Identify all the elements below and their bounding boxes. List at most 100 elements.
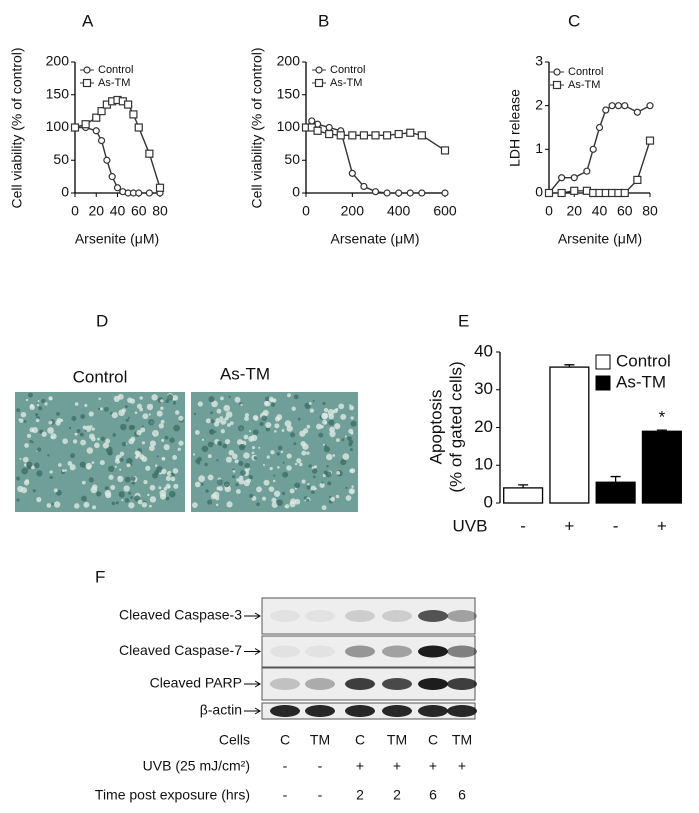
cell (194, 430, 200, 435)
cell (323, 407, 329, 413)
cell (158, 486, 162, 490)
cell (223, 404, 231, 412)
cell (158, 423, 164, 429)
cell (321, 481, 324, 484)
marker (557, 188, 566, 198)
cell (24, 443, 29, 448)
cell (340, 459, 347, 466)
cell (211, 442, 214, 445)
cell (348, 428, 354, 434)
y-tick-label: 50 (284, 151, 300, 167)
cell (94, 442, 100, 449)
cell (293, 442, 297, 446)
y-tick-label: 1 (535, 140, 543, 156)
cell (147, 493, 150, 497)
cell (208, 396, 215, 403)
cell (62, 438, 69, 445)
cell (148, 419, 155, 426)
cell (166, 394, 174, 401)
cell (76, 429, 81, 433)
cell (334, 423, 341, 430)
cell (126, 463, 131, 468)
cell (294, 482, 301, 489)
condition-value: C (428, 732, 438, 748)
x-tick-label: 40 (592, 203, 608, 219)
cell (307, 482, 310, 486)
cell (287, 393, 291, 398)
cell (82, 425, 87, 430)
cell (228, 395, 231, 398)
cell (344, 435, 347, 438)
cell (214, 430, 217, 434)
cell (323, 446, 331, 453)
y-tick-label: 50 (53, 151, 69, 167)
cell (271, 501, 278, 508)
cell (235, 489, 241, 494)
cell (27, 392, 33, 398)
cell (141, 441, 146, 445)
cell (49, 470, 53, 474)
cell (328, 495, 332, 499)
image-label: Control (73, 367, 128, 386)
cell (20, 487, 28, 494)
cell (323, 443, 326, 446)
x-tick-label: 60 (131, 203, 147, 219)
cell (26, 461, 33, 468)
y-axis-label: Cell viability (% of control) (9, 47, 25, 208)
cell (51, 502, 54, 506)
cell (173, 424, 181, 432)
cell (265, 421, 272, 428)
band (418, 610, 448, 622)
marker (395, 189, 403, 197)
cell (113, 395, 120, 403)
cell (284, 420, 292, 427)
cell (35, 418, 40, 423)
condition-value: + (356, 758, 364, 774)
cell (121, 499, 124, 502)
cell (81, 480, 86, 485)
y-tick-label: 200 (277, 53, 301, 69)
y-tick-label: 10 (474, 455, 493, 474)
cell (61, 469, 65, 473)
y-tick-label: 0 (61, 184, 69, 200)
cell (74, 432, 78, 436)
cell (136, 403, 143, 409)
cell (240, 469, 246, 476)
cell (324, 422, 327, 425)
cell (205, 489, 209, 493)
cell (20, 411, 27, 418)
cell (234, 396, 241, 403)
y-axis-label: LDH release (507, 89, 523, 167)
marker (570, 186, 579, 195)
cell (329, 426, 336, 433)
cell (119, 451, 125, 457)
cell (16, 476, 21, 481)
cell (41, 431, 47, 437)
cell (219, 416, 223, 420)
x-tick-label: - (613, 516, 619, 535)
cell (286, 425, 293, 432)
cell (289, 488, 295, 494)
cell (119, 457, 124, 462)
cell (90, 486, 98, 494)
cell (220, 429, 225, 434)
cell (99, 407, 103, 411)
cell (318, 432, 324, 438)
cell (349, 404, 352, 407)
cell (244, 416, 249, 422)
marker (92, 113, 101, 122)
cell (264, 400, 271, 407)
band (447, 678, 477, 690)
cell (225, 456, 233, 463)
band (345, 645, 375, 658)
condition-value: 6 (458, 787, 466, 803)
cell (125, 418, 129, 422)
cell (290, 432, 296, 438)
band (447, 705, 477, 717)
condition-value: + (429, 758, 437, 774)
band (447, 610, 477, 622)
cell (193, 412, 197, 416)
cell (23, 463, 27, 467)
cell (325, 453, 333, 461)
cell (172, 455, 178, 460)
